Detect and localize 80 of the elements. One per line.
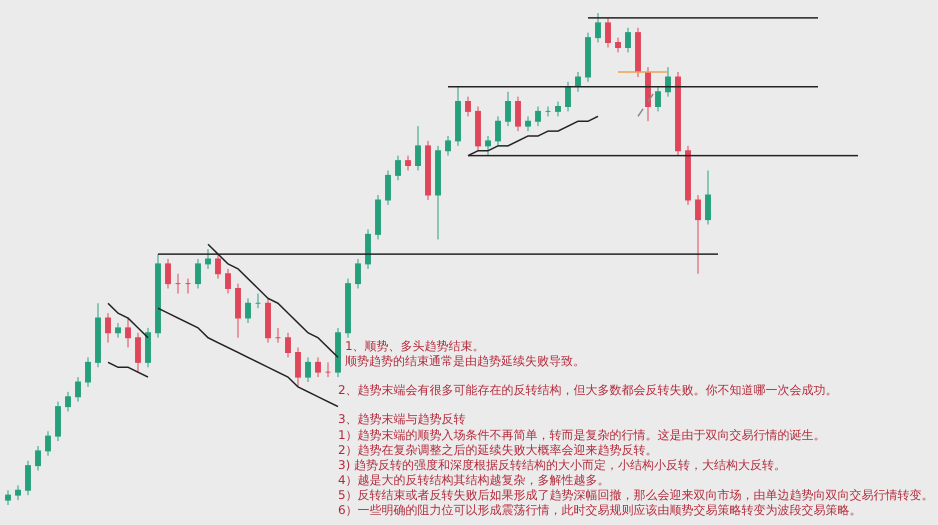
candlestick bbox=[635, 27, 641, 78]
candlestick bbox=[235, 283, 241, 338]
candlestick bbox=[295, 347, 301, 388]
candlestick bbox=[285, 332, 291, 358]
candlestick bbox=[315, 356, 321, 378]
candlestick bbox=[685, 145, 691, 206]
candlestick bbox=[355, 258, 361, 290]
candlestick bbox=[335, 327, 341, 378]
candlestick bbox=[65, 391, 71, 412]
candlestick bbox=[615, 37, 621, 53]
candlestick bbox=[435, 145, 441, 240]
candlestick bbox=[25, 460, 31, 496]
candlestick bbox=[135, 332, 141, 373]
candlestick bbox=[375, 194, 381, 240]
candlestick bbox=[705, 170, 711, 226]
candlestick bbox=[55, 401, 61, 442]
candlestick bbox=[165, 258, 171, 290]
annotation: 4）越是大的反转结构其结构越复杂，多解性越多。 bbox=[338, 473, 610, 487]
candlestick bbox=[475, 106, 481, 152]
candlestick bbox=[125, 318, 131, 348]
candlestick bbox=[555, 101, 561, 117]
candlestick bbox=[595, 12, 601, 44]
candlestick bbox=[35, 445, 41, 472]
candlestick bbox=[245, 298, 251, 324]
annotation: 2）趋势在复杂调整之后的延续失败大概率会迎来趋势反转。 bbox=[338, 443, 658, 457]
candlestick bbox=[275, 327, 281, 344]
annotation: 1、顺势、多头趋势结束。 bbox=[345, 339, 485, 353]
candlestick bbox=[535, 106, 541, 127]
candlestick bbox=[625, 27, 631, 53]
candlestick bbox=[185, 278, 191, 294]
candlestick bbox=[665, 66, 671, 98]
candlestick bbox=[15, 484, 21, 501]
candlestick bbox=[115, 322, 121, 338]
candlestick bbox=[575, 72, 581, 92]
candlestick bbox=[95, 302, 101, 368]
candlestick bbox=[305, 356, 311, 382]
candlestick bbox=[565, 81, 571, 112]
candlestick bbox=[515, 96, 521, 132]
candlestick bbox=[405, 155, 411, 171]
candlestick bbox=[365, 228, 371, 270]
candlestick bbox=[45, 430, 51, 456]
candlestick bbox=[695, 194, 701, 274]
annotation: 1）趋势末端的顺势入场条件不再简单，转而是复杂的行情。这是由于双向交易行情的诞生。 bbox=[338, 428, 826, 442]
candlestick bbox=[5, 490, 11, 506]
candlestick bbox=[105, 312, 111, 344]
candlestick bbox=[445, 136, 451, 156]
candlestick bbox=[525, 116, 531, 132]
candlestick bbox=[415, 126, 421, 171]
candlestick bbox=[225, 268, 231, 294]
candlestick bbox=[585, 32, 591, 82]
candlestick bbox=[85, 356, 91, 388]
candlestick bbox=[175, 273, 181, 294]
candlestick bbox=[75, 376, 81, 402]
candlestick bbox=[455, 86, 461, 146]
candlestick bbox=[215, 254, 221, 280]
candlestick bbox=[155, 254, 161, 338]
candlestick bbox=[655, 86, 661, 112]
candlestick bbox=[205, 248, 211, 270]
annotation: 顺势趋势的结束通常是由趋势延续失败导致。 bbox=[345, 354, 585, 368]
candlestick bbox=[545, 106, 551, 117]
candlestick bbox=[505, 91, 511, 127]
candlestick bbox=[325, 362, 331, 378]
candlestick bbox=[605, 17, 611, 48]
candlestick bbox=[495, 116, 501, 146]
candlestick bbox=[485, 136, 491, 156]
annotation: 6）一些明确的阻力位可以形成震荡行情，此时交易规则应该由顺势交易策略转变为波段交易策略。 bbox=[338, 503, 862, 517]
annotation: 2、趋势末端会有很多可能存在的反转结构，但大多数都会反转失败。你不知道哪一次会成功。 bbox=[338, 383, 838, 397]
candlestick bbox=[395, 155, 401, 181]
candlestick bbox=[385, 170, 391, 206]
candlestick bbox=[345, 278, 351, 338]
candlestick bbox=[265, 298, 271, 344]
candlestick bbox=[255, 292, 261, 309]
candlestick bbox=[425, 140, 431, 200]
candlestick bbox=[465, 96, 471, 117]
candlestick bbox=[145, 327, 151, 368]
annotation: 5）反转结束或者反转失败后如果形成了趋势深幅回撤，那么会迎来双向市场，由单边趋势向双向交易行情转变。 bbox=[338, 488, 934, 502]
annotation: 3) 趋势反转的强度和深度根据反转结构的大小而定，小结构小反转，大结构大反转。 bbox=[338, 458, 786, 472]
candlestick bbox=[675, 72, 681, 156]
annotation: 3、趋势末端与趋势反转 bbox=[338, 412, 466, 426]
candlestick bbox=[195, 258, 201, 290]
